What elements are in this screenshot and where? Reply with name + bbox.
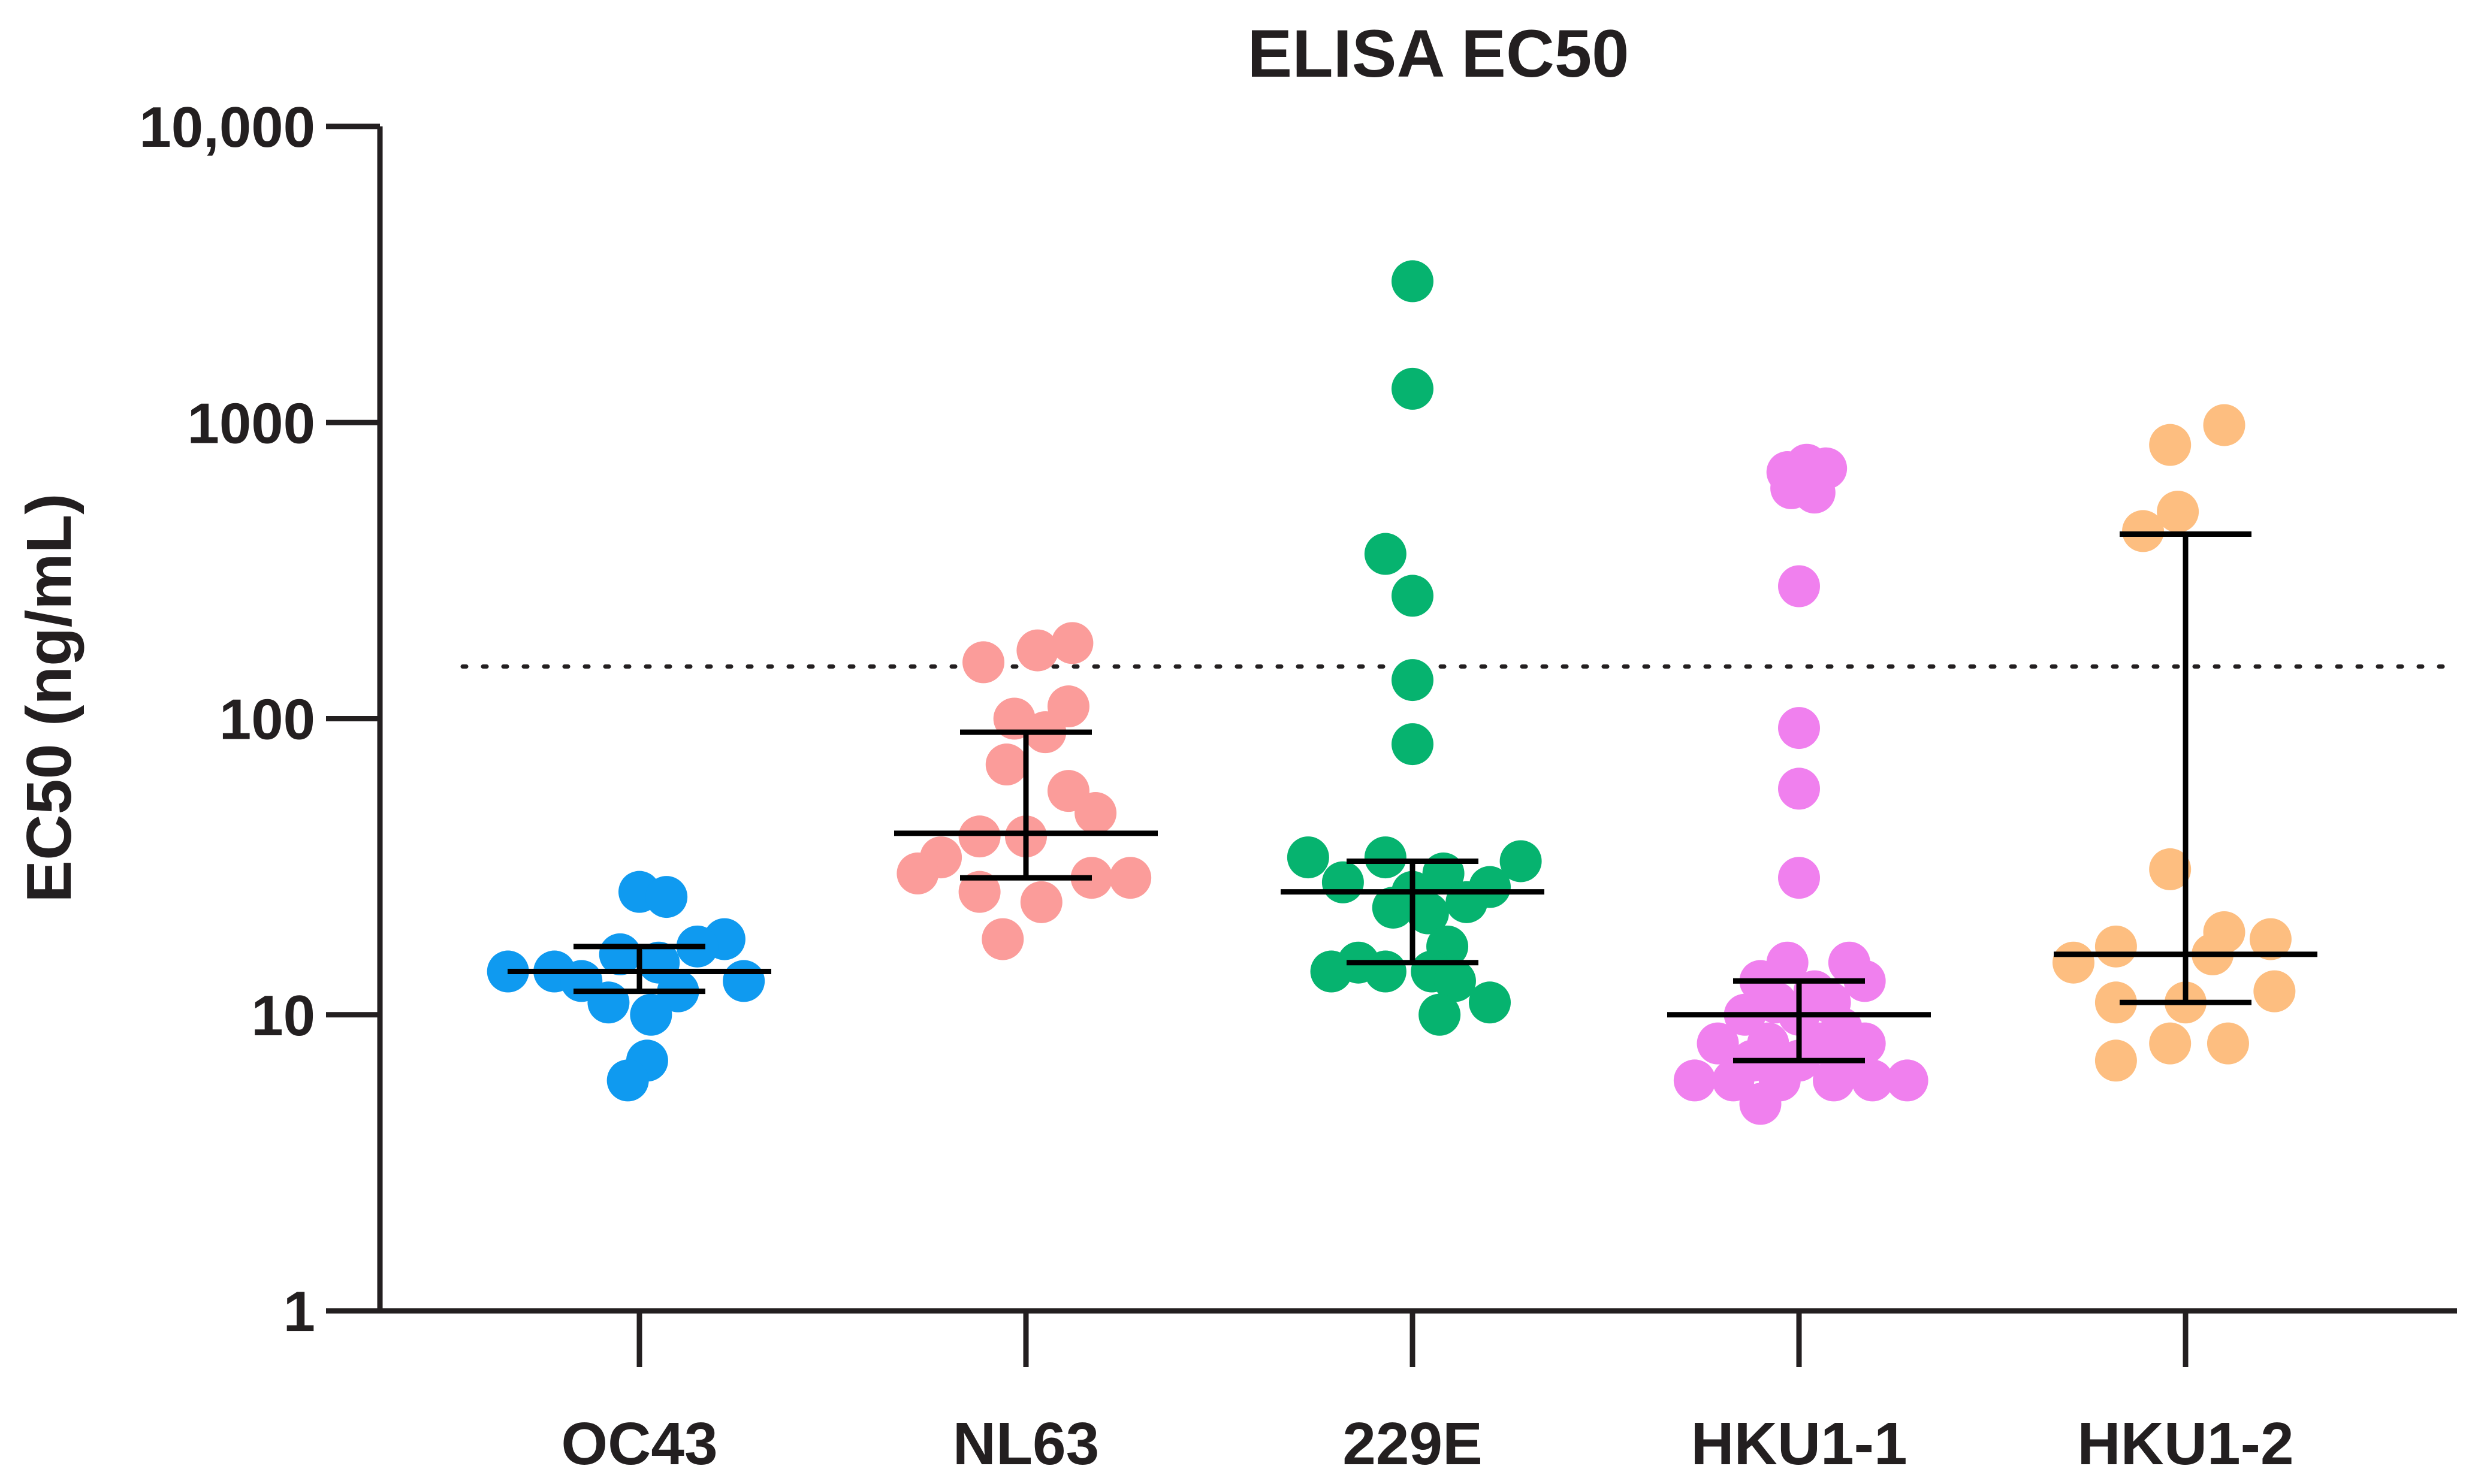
- data-point-nl63: [1109, 857, 1152, 899]
- y-tick-label: 1000: [187, 391, 315, 455]
- data-point-nl63: [962, 641, 1005, 684]
- data-point-229e: [1364, 533, 1406, 575]
- data-point-hku1-2: [2207, 1022, 2249, 1065]
- data-point-oc43: [587, 981, 630, 1024]
- data-point-hku1-2: [2094, 1039, 2137, 1082]
- median-iqr-bars: [508, 531, 2317, 1063]
- data-point-229e: [1392, 260, 1433, 303]
- data-point-229e: [1469, 981, 1511, 1024]
- data-point-nl63: [897, 852, 939, 894]
- data-point-229e: [1418, 993, 1461, 1036]
- data-point-nl63: [985, 743, 1028, 786]
- data-point-oc43: [723, 960, 765, 1002]
- x-tick-label: NL63: [953, 1410, 1100, 1477]
- data-point-229e: [1392, 723, 1433, 766]
- data-point-hku1-1: [1739, 1083, 1782, 1125]
- chart-title: ELISA EC50: [1248, 16, 1629, 91]
- data-point-229e: [1310, 950, 1353, 993]
- data-points: [487, 260, 2296, 1125]
- data-point-229e: [1364, 950, 1406, 993]
- data-point-nl63: [958, 871, 1001, 913]
- data-point-229e: [1392, 367, 1433, 410]
- data-point-nl63: [1016, 629, 1059, 672]
- data-point-hku1-2: [2149, 848, 2192, 890]
- data-point-229e: [1392, 575, 1433, 617]
- data-point-hku1-2: [2149, 424, 2192, 466]
- data-point-229e: [1392, 659, 1433, 702]
- y-axis-ticks: 1 10 100 1000 10,000: [139, 95, 380, 1344]
- data-point-hku1-2: [2052, 941, 2094, 984]
- y-tick-label: 10,000: [139, 95, 315, 159]
- data-point-229e: [1321, 861, 1364, 903]
- data-point-hku1-2: [2094, 981, 2137, 1024]
- data-point-229e: [1406, 892, 1449, 935]
- data-point-hku1-1: [1851, 1059, 1894, 1102]
- y-tick-label: 10: [251, 984, 315, 1048]
- data-point-oc43: [630, 993, 672, 1036]
- data-point-hku1-2: [2122, 510, 2165, 552]
- data-point-229e: [1364, 836, 1406, 879]
- x-tick-label: 229E: [1342, 1410, 1483, 1477]
- data-point-hku1-1: [1697, 1022, 1739, 1065]
- y-tick-label: 1: [283, 1280, 315, 1344]
- data-point-hku1-1: [1778, 565, 1820, 607]
- x-tick-label: HKU1-2: [2077, 1410, 2293, 1477]
- x-tick-label: HKU1-1: [1691, 1410, 1907, 1477]
- data-point-hku1-2: [2149, 1022, 2192, 1065]
- y-axis-label: EC50 (ng/mL): [14, 493, 84, 902]
- data-point-hku1-2: [2249, 918, 2292, 960]
- data-point-229e: [1445, 881, 1488, 923]
- data-point-229e: [1499, 840, 1542, 882]
- data-point-hku1-2: [2094, 925, 2137, 968]
- data-point-229e: [1372, 886, 1414, 929]
- data-point-oc43: [606, 1059, 649, 1102]
- data-point-229e: [1433, 960, 1476, 1002]
- y-tick-label: 100: [219, 688, 315, 752]
- data-point-nl63: [958, 815, 1001, 858]
- data-point-hku1-1: [1778, 707, 1820, 749]
- data-point-nl63: [1020, 881, 1063, 923]
- data-point-hku1-1: [1778, 767, 1820, 810]
- data-point-nl63: [1074, 792, 1117, 835]
- data-point-hku1-1: [1778, 857, 1820, 899]
- data-point-oc43: [645, 876, 688, 918]
- data-point-hku1-2: [2253, 970, 2296, 1012]
- data-point-hku1-2: [2203, 404, 2245, 446]
- data-point-hku1-1: [1793, 472, 1836, 514]
- data-point-hku1-1: [1712, 1059, 1755, 1102]
- data-point-nl63: [982, 918, 1024, 960]
- x-axis-ticks: OC43 NL63 229E HKU1-1 HKU1-2: [561, 1311, 2294, 1477]
- data-point-hku1-1: [1886, 1059, 1928, 1102]
- data-point-hku1-1: [1673, 1059, 1716, 1102]
- x-tick-label: OC43: [561, 1410, 717, 1477]
- data-point-hku1-1: [1813, 1059, 1855, 1102]
- data-point-nl63: [1051, 622, 1094, 664]
- data-point-229e: [1287, 836, 1329, 879]
- data-point-hku1-2: [2157, 491, 2199, 533]
